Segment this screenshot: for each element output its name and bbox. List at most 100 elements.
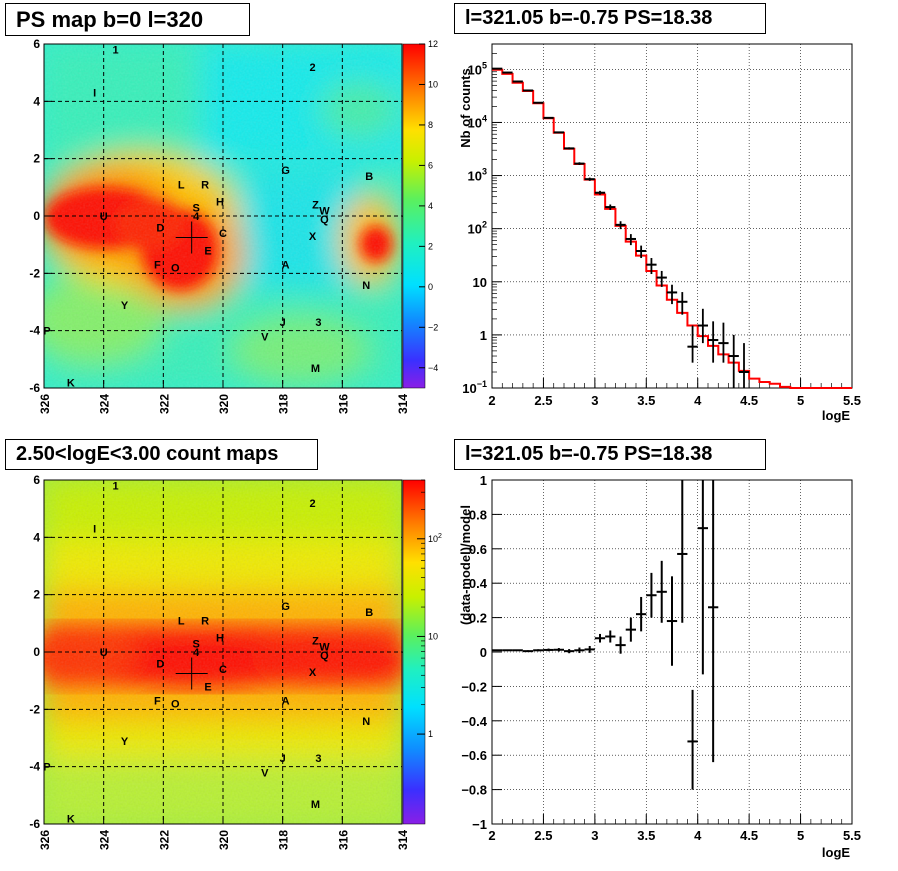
map-source-label: V — [261, 331, 269, 343]
count-map-title: 2.50<logE<3.00 count maps — [5, 439, 318, 470]
map-x-tick-label: 316 — [336, 394, 350, 414]
residual-x-tick-label: 4.5 — [740, 828, 758, 843]
ps-map-title: PS map b=0 l=320 — [5, 3, 250, 36]
spectrum-x-tick-label: 2 — [488, 393, 495, 408]
map-x-tick-label: 320 — [217, 830, 231, 850]
map-source-label: K — [67, 377, 75, 389]
map-x-tick-label: 322 — [157, 830, 171, 850]
ps-map-position-marker — [175, 221, 208, 254]
map-source-label: E — [204, 245, 211, 257]
map-source-label: G — [281, 601, 290, 613]
map-source-label: 3 — [315, 753, 321, 765]
residual-y-tick-label: −0.6 — [461, 748, 487, 763]
map-x-tick-label: 318 — [277, 394, 291, 414]
map-source-label: D — [156, 222, 164, 234]
map-source-label: F — [154, 696, 161, 708]
map-source-label: L — [178, 615, 185, 627]
spectrum-data-points — [492, 67, 750, 388]
spectrum-grid — [492, 44, 852, 388]
map-source-label: Y — [121, 300, 129, 312]
map-source-label: Q — [320, 214, 329, 226]
residual-x-tick-label: 3.5 — [637, 828, 655, 843]
residual-x-tick-label: 3 — [591, 828, 598, 843]
map-source-label: G — [281, 165, 290, 177]
ps-map-colorbar-ticks: −4 −2 0 2 4 6 8 10 12 — [419, 39, 438, 373]
spectrum-x-tick-label: 2.5 — [534, 393, 552, 408]
map-source-label: W — [319, 205, 330, 217]
map-y-tick-label: 6 — [33, 37, 40, 51]
map-source-label: N — [362, 280, 370, 292]
ps-map-colorbar — [402, 43, 426, 389]
colorbar-tick-label: 10 — [428, 631, 438, 641]
map-source-label: V — [261, 767, 269, 779]
map-source-label: R — [201, 615, 209, 627]
residual-x-tick-label: 5.5 — [843, 828, 861, 843]
residual-y-tick-label: −1 — [472, 817, 487, 832]
residual-y-axis-label: (data-model)/model — [458, 505, 473, 625]
count-map-colorbar-ticks: 1 10 102 — [417, 479, 442, 739]
map-source-label: B — [365, 171, 373, 183]
map-source-label: M — [311, 799, 320, 811]
map-x-tick-label: 322 — [157, 394, 171, 414]
map-source-label: S — [192, 202, 199, 214]
colorbar-tick-label: −4 — [428, 363, 438, 373]
map-source-label: H — [216, 197, 224, 209]
map-source-label: E — [204, 681, 211, 693]
count-map-colorbar — [402, 479, 426, 825]
residual-x-tick-label: 5 — [797, 828, 804, 843]
map-x-tick-label: 326 — [38, 830, 52, 850]
residual-y-tick-label: 0.2 — [469, 611, 487, 626]
map-source-label: O — [171, 263, 180, 275]
map-source-label: U — [100, 647, 108, 659]
map-source-label: 2 — [309, 498, 315, 510]
map-x-tick-label: 324 — [98, 830, 112, 850]
residual-x-tick-label: 2 — [488, 828, 495, 843]
colorbar-tick-label: 10 — [428, 79, 438, 89]
colorbar-tick-label: 6 — [428, 160, 433, 170]
map-source-label: 1 — [113, 45, 119, 57]
residual-y-tick-label: −0.8 — [461, 783, 487, 798]
residual-x-tick-label: 4 — [694, 828, 702, 843]
map-source-label: P — [43, 762, 50, 774]
map-y-tick-label: -4 — [29, 760, 40, 774]
spectrum-x-tick-label: 4.5 — [740, 393, 758, 408]
map-source-label: A — [282, 260, 290, 272]
map-source-label: F — [154, 260, 161, 272]
residual-y-tick-label: 1 — [480, 473, 487, 488]
map-x-tick-label: 320 — [217, 394, 231, 414]
map-y-tick-label: 4 — [33, 530, 40, 544]
residual-data-points — [492, 480, 719, 790]
map-x-tick-label: 314 — [396, 394, 410, 414]
map-source-label: W — [319, 641, 330, 653]
residual-y-tick-label: 0.8 — [469, 507, 487, 522]
count-map-source-labels: 12ILRGBHS4ZWQTUDCXEFOANYJ3PVMK — [43, 481, 408, 826]
spectrum-x-tick-label: 5 — [797, 393, 804, 408]
colorbar-tick-label: 4 — [428, 201, 433, 211]
residual-axes: 2 2.5 3 3.5 4 4.5 5 5.5 −1 −0.8 −0.6 −0.4 −0.2 0 0.2 0.… — [461, 473, 861, 843]
map-y-tick-label: 0 — [33, 209, 40, 223]
ps-map-grid — [44, 44, 402, 388]
map-source-label: I — [93, 524, 96, 536]
map-source-label: 3 — [315, 317, 321, 329]
spectrum-x-tick-label: 4 — [694, 393, 702, 408]
residual-y-tick-label: 0.4 — [469, 576, 488, 591]
map-source-label: B — [365, 607, 373, 619]
residual-y-tick-label: 0 — [480, 645, 487, 660]
map-source-label: N — [362, 716, 370, 728]
map-source-label: K — [67, 813, 75, 825]
map-y-tick-label: 0 — [33, 645, 40, 659]
residual-x-axis-label: logE — [822, 845, 850, 860]
spectrum-y-tick-label: 102 — [468, 220, 487, 237]
map-source-label: X — [309, 667, 317, 679]
ps-map-source-labels: 12ILRGBHS4ZWQTUDCXEFOANYJ3PVMK — [43, 45, 408, 390]
map-y-tick-label: 2 — [33, 588, 40, 602]
spectrum-y-tick-label: 10−1 — [462, 379, 487, 396]
map-y-tick-label: 4 — [33, 94, 40, 108]
residual-grid — [492, 480, 852, 824]
residual-panel: 2 2.5 3 3.5 4 4.5 5 5.5 −1 −0.8 −0.6 −0.4 −0.2 0 0.2 0.… — [458, 473, 861, 860]
spectrum-x-axis-label: logE — [822, 408, 850, 423]
